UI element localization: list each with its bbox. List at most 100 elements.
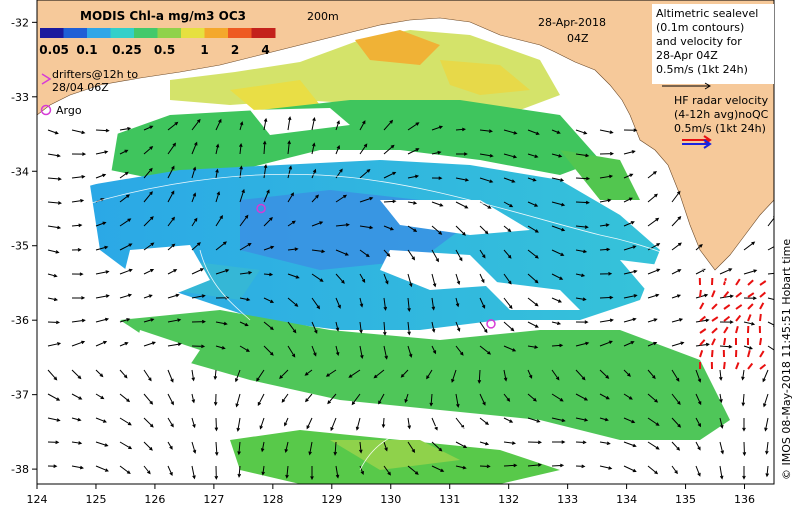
- x-tick-label: 126: [144, 493, 165, 506]
- velocity-arrow: [527, 153, 539, 158]
- velocity-arrow: [378, 393, 385, 405]
- velocity-arrow: [527, 225, 539, 233]
- velocity-arrow: [383, 225, 395, 231]
- velocity-arrow: [287, 345, 296, 358]
- velocity-arrow: [335, 249, 349, 256]
- velocity-arrow: [671, 393, 681, 406]
- velocity-arrow: [383, 199, 397, 204]
- velocity-arrow: [262, 140, 267, 155]
- velocity-arrow: [381, 417, 386, 429]
- velocity-arrow: [551, 321, 562, 326]
- velocity-arrow: [95, 340, 108, 347]
- velocity-arrow: [407, 249, 416, 261]
- velocity-arrow: [455, 225, 466, 236]
- velocity-arrow: [311, 297, 321, 310]
- hf-radar-arrow: [735, 304, 743, 310]
- velocity-arrow: [407, 345, 413, 358]
- velocity-arrow: [551, 440, 566, 444]
- velocity-arrow: [239, 271, 253, 275]
- velocity-arrow: [623, 245, 637, 251]
- velocity-arrow: [383, 465, 391, 476]
- colorbar-swatch: [63, 28, 88, 38]
- velocity-arrow: [383, 321, 387, 336]
- velocity-arrow: [407, 297, 411, 313]
- velocity-arrow: [383, 441, 388, 452]
- velocity-arrow: [743, 296, 757, 300]
- x-axis-ticks: 124 125 126 127 128 129 130 131 132 133 134 135 136: [27, 484, 755, 506]
- velocity-arrow: [431, 417, 438, 431]
- hf-radar-arrow: [747, 349, 751, 358]
- velocity-arrow: [95, 393, 105, 400]
- velocity-arrow: [47, 177, 62, 181]
- velocity-arrow: [119, 465, 131, 475]
- velocity-arrow: [671, 417, 682, 428]
- altimetry-line-3: and velocity for: [656, 35, 742, 48]
- velocity-arrow: [355, 417, 361, 431]
- velocity-arrow: [191, 118, 201, 131]
- colorbar-title: MODIS Chl-a mg/m3 OC3: [80, 9, 246, 23]
- altimetry-line-2: (0.1m contours): [656, 21, 744, 34]
- velocity-arrow: [287, 116, 292, 131]
- velocity-arrow: [455, 297, 460, 308]
- velocity-arrow: [306, 417, 313, 430]
- velocity-arrow: [119, 126, 132, 131]
- velocity-arrow: [503, 321, 515, 332]
- hf-radar-arrow: [747, 279, 754, 286]
- velocity-arrow: [234, 369, 241, 383]
- velocity-arrow: [503, 463, 518, 468]
- velocity-arrow: [335, 321, 340, 332]
- velocity-arrow: [599, 151, 614, 156]
- hf-radar-arrow: [723, 315, 731, 322]
- velocity-arrow: [191, 217, 198, 227]
- velocity-arrow: [383, 119, 394, 131]
- velocity-arrow: [191, 268, 205, 275]
- hf-radar-arrow: [759, 363, 767, 370]
- velocity-arrow: [284, 441, 289, 453]
- hf-radar-arrow: [759, 337, 763, 346]
- date-label: 28-Apr-2018: [538, 16, 606, 29]
- hf-radar-arrow: [723, 277, 727, 286]
- velocity-arrow: [765, 465, 770, 478]
- velocity-arrow: [305, 393, 313, 403]
- velocity-arrow: [695, 243, 703, 251]
- velocity-arrow: [407, 122, 420, 131]
- velocity-arrow: [311, 116, 316, 131]
- velocity-arrow: [477, 369, 482, 384]
- hf-radar-arrow: [747, 303, 754, 310]
- velocity-arrow: [743, 321, 756, 326]
- velocity-arrow: [551, 463, 565, 468]
- velocity-arrow: [695, 342, 710, 347]
- velocity-arrow: [333, 441, 338, 456]
- hf-radar-arrow: [735, 314, 742, 322]
- velocity-arrow: [623, 221, 635, 227]
- velocity-arrow: [551, 249, 565, 256]
- velocity-arrow: [455, 345, 464, 356]
- velocity-arrow: [551, 369, 560, 381]
- velocity-arrow: [239, 321, 249, 327]
- velocity-arrow: [167, 393, 174, 406]
- velocity-arrow: [239, 243, 252, 251]
- velocity-arrow: [479, 321, 488, 334]
- velocity-arrow: [599, 223, 610, 227]
- velocity-arrow: [71, 318, 86, 323]
- velocity-arrow: [119, 149, 129, 155]
- velocity-arrow: [575, 393, 589, 401]
- velocity-arrow: [284, 417, 289, 427]
- velocity-arrow: [215, 143, 220, 155]
- velocity-arrow: [767, 345, 774, 351]
- velocity-arrow: [575, 273, 586, 278]
- velocity-arrow: [308, 441, 313, 456]
- velocity-arrow: [239, 188, 245, 203]
- velocity-arrow: [167, 121, 179, 131]
- velocity-arrow: [95, 128, 110, 133]
- colorbar-tick-label: 0.5: [154, 43, 175, 57]
- velocity-arrow: [479, 345, 492, 355]
- velocity-arrow: [119, 171, 129, 179]
- hf-radar-arrow: [711, 316, 719, 322]
- velocity-arrow: [215, 215, 223, 227]
- velocity-arrow: [351, 393, 361, 406]
- velocity-arrow: [287, 273, 300, 279]
- velocity-arrow: [71, 296, 86, 300]
- velocity-arrow: [695, 318, 710, 323]
